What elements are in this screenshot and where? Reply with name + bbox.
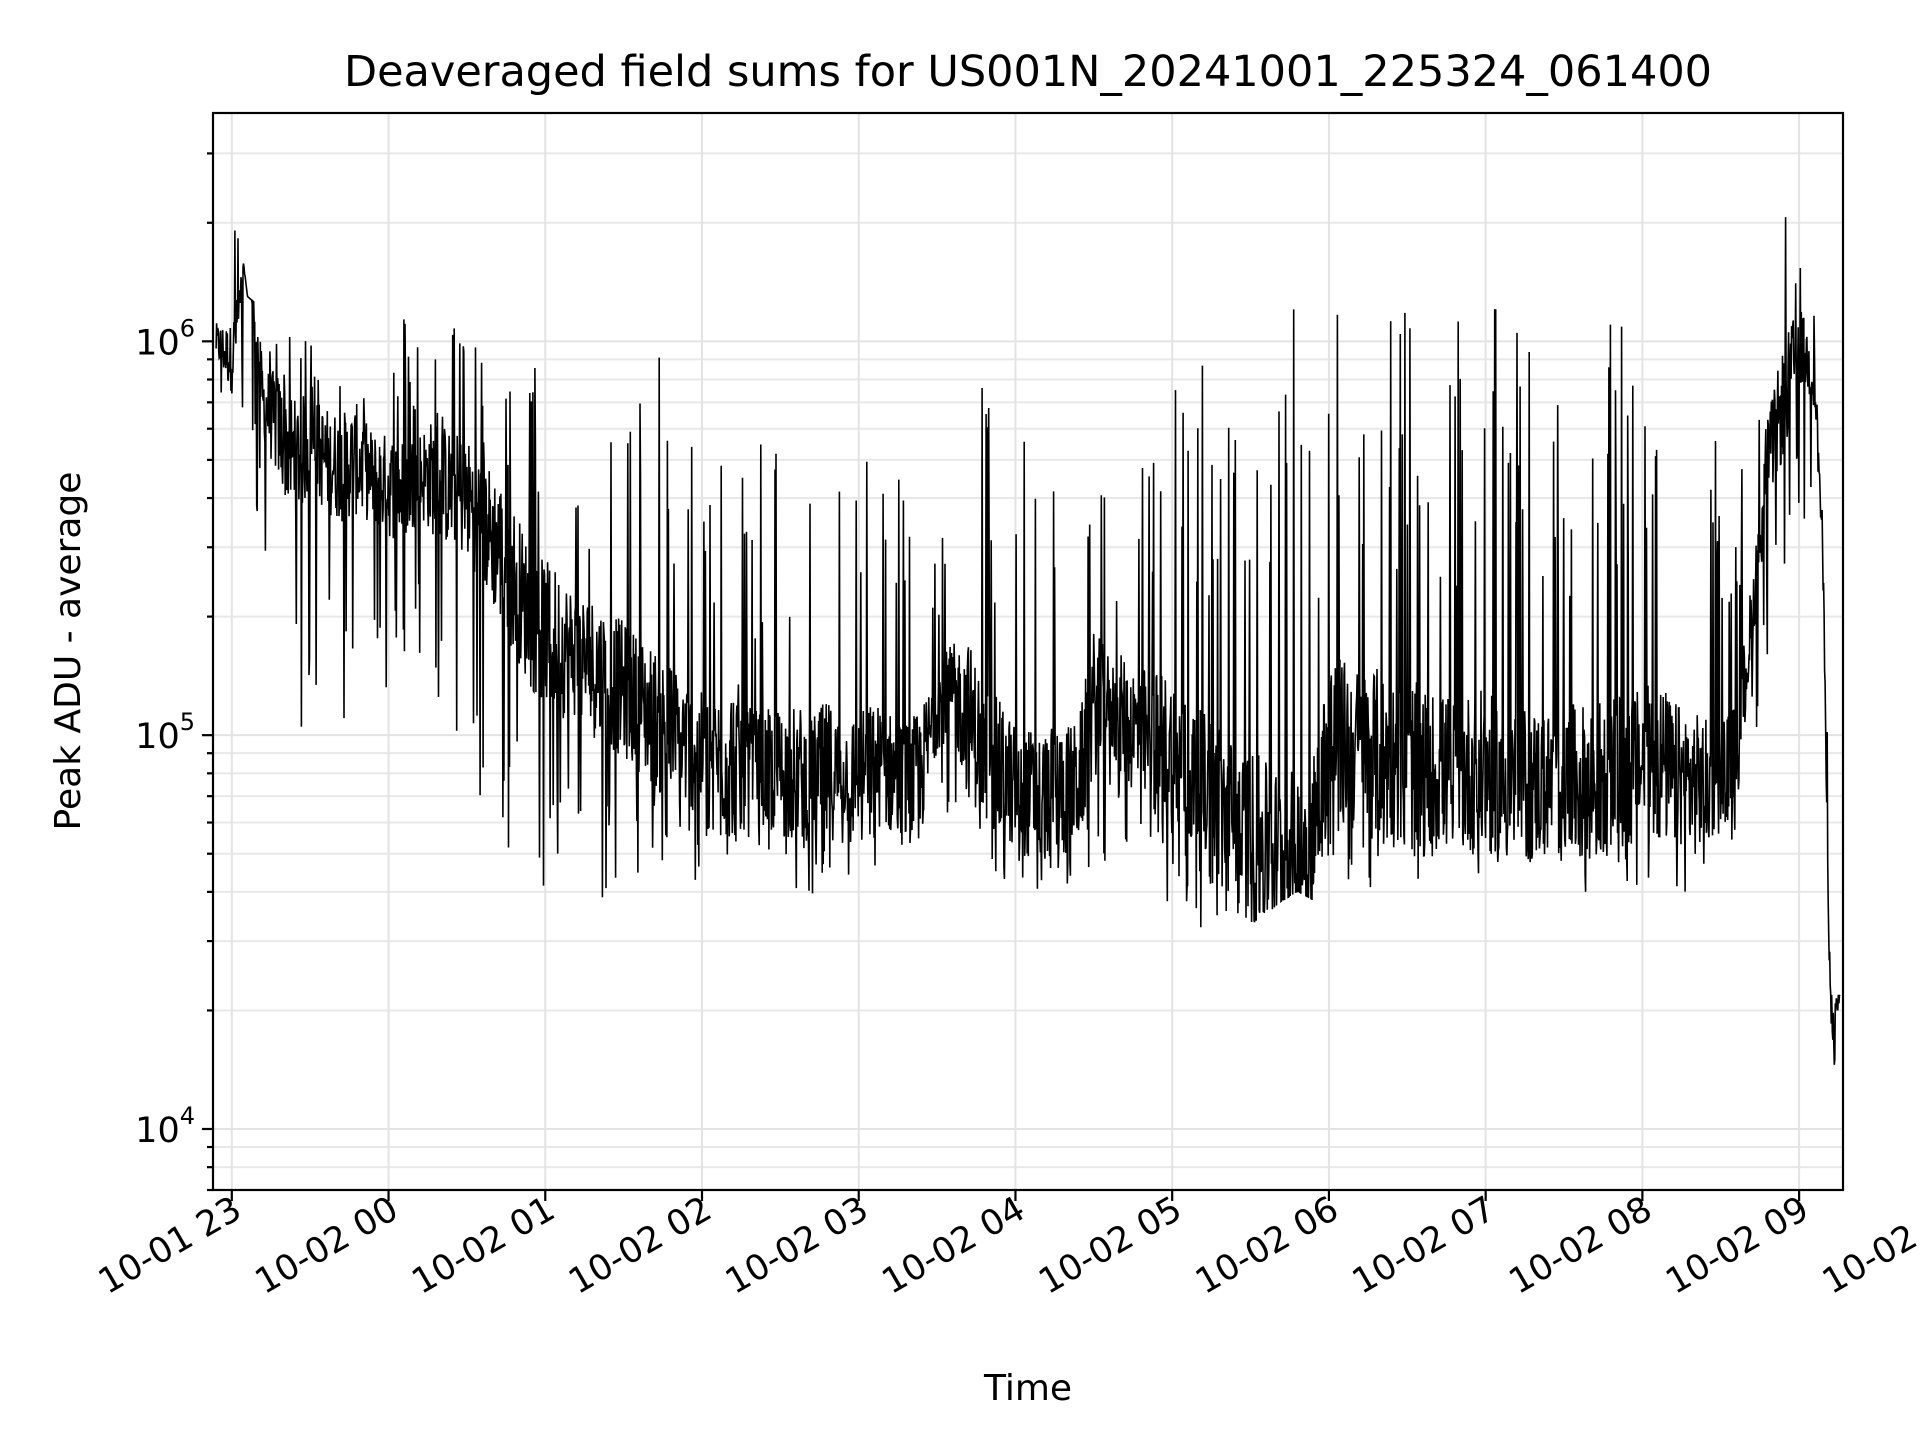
series-path [215, 217, 1841, 1065]
x-tick-label: 10-02 09 [1659, 1189, 1815, 1302]
plot-frame [211, 111, 1845, 1192]
x-tick-label: 10-02 05 [1032, 1189, 1188, 1302]
y-tick-label: 104 [135, 1102, 195, 1151]
x-tick-label: 10-01 23 [92, 1189, 248, 1302]
chart-title: Deaveraged field sums for US001N_2024100… [344, 47, 1712, 97]
series-line [215, 217, 1841, 1065]
y-tick-label: 106 [135, 314, 195, 363]
x-tick-label: 10-02 10 [1816, 1189, 1920, 1302]
x-tick-label: 10-02 00 [249, 1189, 405, 1302]
y-tick-label: 105 [135, 708, 195, 757]
x-tick-label: 10-02 02 [562, 1189, 718, 1302]
x-axis-label: Time [983, 1368, 1072, 1409]
x-tick-label: 10-02 03 [719, 1189, 875, 1302]
x-tick-label: 10-02 04 [876, 1189, 1032, 1302]
x-tick-label: 10-02 06 [1189, 1189, 1345, 1302]
x-tick-label: 10-02 08 [1503, 1189, 1659, 1302]
x-tick-label: 10-02 01 [405, 1189, 561, 1302]
x-tick-label: 10-02 07 [1346, 1189, 1502, 1302]
y-axis-label: Peak ADU - average [48, 472, 89, 831]
